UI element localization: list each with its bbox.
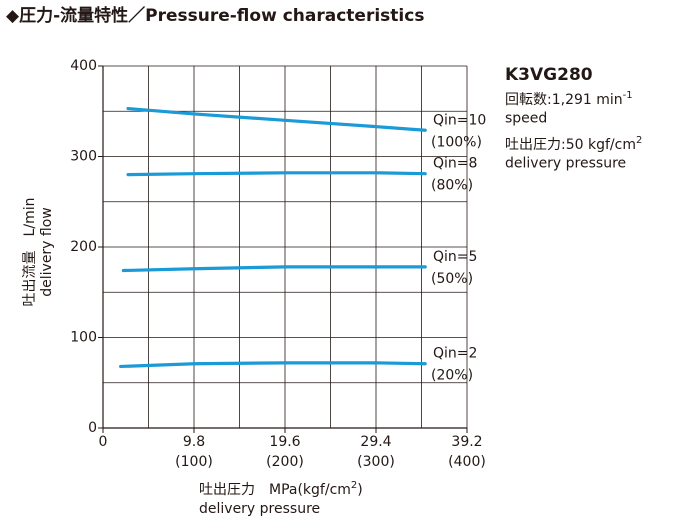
series-line [126,106,427,132]
series-line [121,265,427,273]
spec-text: 回転数:1,291 min [505,92,623,108]
x2-tick-label: (200) [266,454,304,470]
x-tick-label: 19.6 [269,434,300,450]
series-percent: (80%) [431,178,473,194]
superscript: 2 [636,135,642,146]
series-line [119,361,427,369]
x-axis-title: 吐出圧力 MPa(kgf/cm2) [199,480,363,498]
y-tick-label: 0 [88,420,97,436]
x-tick-label: 9.8 [183,434,205,450]
y-tick-label: 100 [70,330,97,346]
series-percent: (20%) [431,368,473,384]
y-axis-title-line: delivery flow [39,207,55,297]
series-label: Qin=5 [433,249,477,265]
spec-line: speed [505,111,547,127]
y-tick-label: 300 [70,149,97,165]
y-axis-title: 吐出流量 L/min delivery flow [22,198,55,307]
y-tick-label: 200 [70,239,97,255]
x-axis-title-line2: delivery pressure [199,501,320,517]
spec-text: 吐出圧力:50 kgf/cm [505,137,636,153]
x-tick-label: 0 [99,434,108,450]
series-percent: (100%) [431,134,482,150]
superscript: -1 [623,90,633,101]
series-percent: (50%) [431,271,473,287]
spec-line: delivery pressure [505,156,626,172]
y-tick-label: 400 [70,58,97,74]
series-label: Qin=10 [433,112,486,128]
model: K3VG280 [505,65,593,85]
x-tick-label: 29.4 [360,434,391,450]
x-axis-title-part: ) [357,482,362,498]
x-tick-label: 39.2 [451,434,482,450]
x2-tick-label: (400) [448,454,486,470]
series-label: Qin=8 [433,156,477,172]
spec-text: delivery pressure [505,156,626,172]
x2-tick-label: (100) [175,454,213,470]
chart-title: ◆圧力-流量特性／Pressure-flow characteristics [6,5,424,26]
spec-line: 吐出圧力:50 kgf/cm2 [505,135,642,153]
series-label: Qin=2 [433,346,477,362]
x-axis-title-part: 吐出圧力 MPa(kgf/cm [199,482,351,498]
x2-tick-label: (300) [357,454,395,470]
spec-text: speed [505,111,547,127]
series-line [126,171,427,177]
y-axis-title-line: 吐出流量 L/min [22,198,38,307]
superscript: 2 [351,480,357,491]
spec-line: 回転数:1,291 min-1 [505,90,633,108]
